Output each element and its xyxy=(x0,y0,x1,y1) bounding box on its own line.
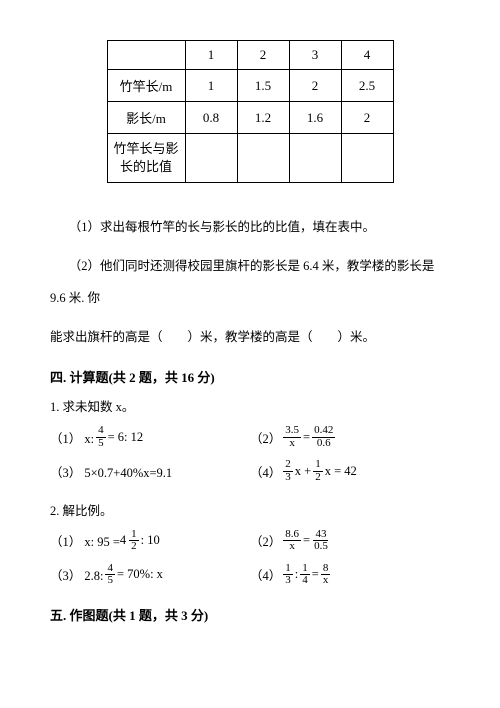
fraction: 3.5x xyxy=(283,425,301,449)
fraction: 45 xyxy=(105,563,115,587)
data-table: 1 2 3 4 竹竿长/m 1 1.5 2 2.5 影长/m 0.8 1.2 1… xyxy=(107,40,394,183)
equation-2: （2） 3.5x = 0.420.6 xyxy=(250,425,450,449)
question-2a: （2）他们同时还测得校园里旗杆的影长是 6.4 米，教学楼的影长是 9.6 米.… xyxy=(50,250,450,315)
fraction: 14 xyxy=(300,563,310,587)
fraction: 45 xyxy=(96,425,106,449)
table-cell xyxy=(341,134,393,183)
section-4-2-label: 2. 解比例。 xyxy=(50,500,450,519)
equation-b2: （2） 8.6x = 430.5 xyxy=(250,529,450,553)
table-row: 竹竿长/m 1 1.5 2 2.5 xyxy=(107,70,393,102)
table-cell: 2.5 xyxy=(341,70,393,102)
table-cell: 1 xyxy=(185,41,237,70)
fraction: 8.6x xyxy=(283,529,301,553)
eq-text: x = 42 xyxy=(325,464,357,479)
table-cell: 竹竿长/m xyxy=(107,70,185,102)
fraction: 12 xyxy=(129,529,139,553)
table-cell: 1.2 xyxy=(237,102,289,134)
table-cell xyxy=(185,134,237,183)
table-cell xyxy=(289,134,341,183)
eq-text: = xyxy=(303,430,310,445)
table-cell: 2 xyxy=(237,41,289,70)
table-cell: 影长/m xyxy=(107,102,185,134)
eq-text: （4） xyxy=(250,462,281,481)
eq-text: （1） x: xyxy=(50,428,94,447)
eq-text: （1） x: 95 = xyxy=(50,531,120,550)
fraction: 23 xyxy=(283,459,293,483)
fraction: 8x xyxy=(321,563,331,587)
table-row: 1 2 3 4 xyxy=(107,41,393,70)
eq-text: = xyxy=(312,567,319,582)
table-cell xyxy=(237,134,289,183)
fraction: 13 xyxy=(283,563,293,587)
table-row: 影长/m 0.8 1.2 1.6 2 xyxy=(107,102,393,134)
eq-text: = 6: 12 xyxy=(108,430,144,445)
table-cell: 4 xyxy=(341,41,393,70)
table-cell: 1 xyxy=(185,70,237,102)
page-root: 1 2 3 4 竹竿长/m 1 1.5 2 2.5 影长/m 0.8 1.2 1… xyxy=(0,0,500,654)
table-cell: 2 xyxy=(289,70,341,102)
eq-text: : xyxy=(295,567,298,582)
section-5-heading: 五. 作图题(共 1 题，共 3 分) xyxy=(50,605,450,624)
table-cell: 竹竿长与影长的比值 xyxy=(107,134,185,183)
table-cell: 1.5 xyxy=(237,70,289,102)
eq-text: （4） xyxy=(250,565,281,584)
table-row: 竹竿长与影长的比值 xyxy=(107,134,393,183)
eq-text: = xyxy=(303,533,310,548)
fraction: 430.5 xyxy=(312,529,330,553)
section-4-heading: 四. 计算题(共 2 题，共 16 分) xyxy=(50,367,450,386)
equation-1: （1） x: 45 = 6: 12 xyxy=(50,425,250,449)
question-1: （1）求出每根竹竿的长与影长的比的比值，填在表中。 xyxy=(50,211,450,244)
eq-text: （3） 2.8: xyxy=(50,565,103,584)
equation-b4: （4） 13 : 14 = 8x xyxy=(250,563,450,587)
mixed-number: 4 12 xyxy=(120,529,141,553)
table-cell: 3 xyxy=(289,41,341,70)
table-cell: 0.8 xyxy=(185,102,237,134)
eq-text: （2） xyxy=(250,428,281,447)
eq-text: = 70%: x xyxy=(117,567,163,582)
equation-4: （4） 23 x + 12 x = 42 xyxy=(250,459,450,483)
eq-text: x + xyxy=(295,464,311,479)
fraction: 12 xyxy=(313,459,323,483)
equation-row: （1） x: 95 = 4 12 : 10 （2） 8.6x = 430.5 xyxy=(50,529,450,553)
fraction: 0.420.6 xyxy=(312,425,335,449)
eq-text: : 10 xyxy=(141,533,160,548)
table-cell: 2 xyxy=(341,102,393,134)
equation-b1: （1） x: 95 = 4 12 : 10 xyxy=(50,529,250,553)
eq-text: （3） 5×0.7+40%x=9.1 xyxy=(50,462,172,481)
equation-row: （3） 5×0.7+40%x=9.1 （4） 23 x + 12 x = 42 xyxy=(50,459,450,483)
table-cell xyxy=(107,41,185,70)
section-4-1-label: 1. 求未知数 x。 xyxy=(50,396,450,415)
equation-b3: （3） 2.8: 45 = 70%: x xyxy=(50,563,250,587)
eq-text: （2） xyxy=(250,531,281,550)
table-cell: 1.6 xyxy=(289,102,341,134)
equation-row: （1） x: 45 = 6: 12 （2） 3.5x = 0.420.6 xyxy=(50,425,450,449)
question-2b: 能求出旗杆的高是（ ）米，教学楼的高是（ ）米。 xyxy=(50,321,450,354)
equation-row: （3） 2.8: 45 = 70%: x （4） 13 : 14 = 8x xyxy=(50,563,450,587)
equation-3: （3） 5×0.7+40%x=9.1 xyxy=(50,462,250,481)
